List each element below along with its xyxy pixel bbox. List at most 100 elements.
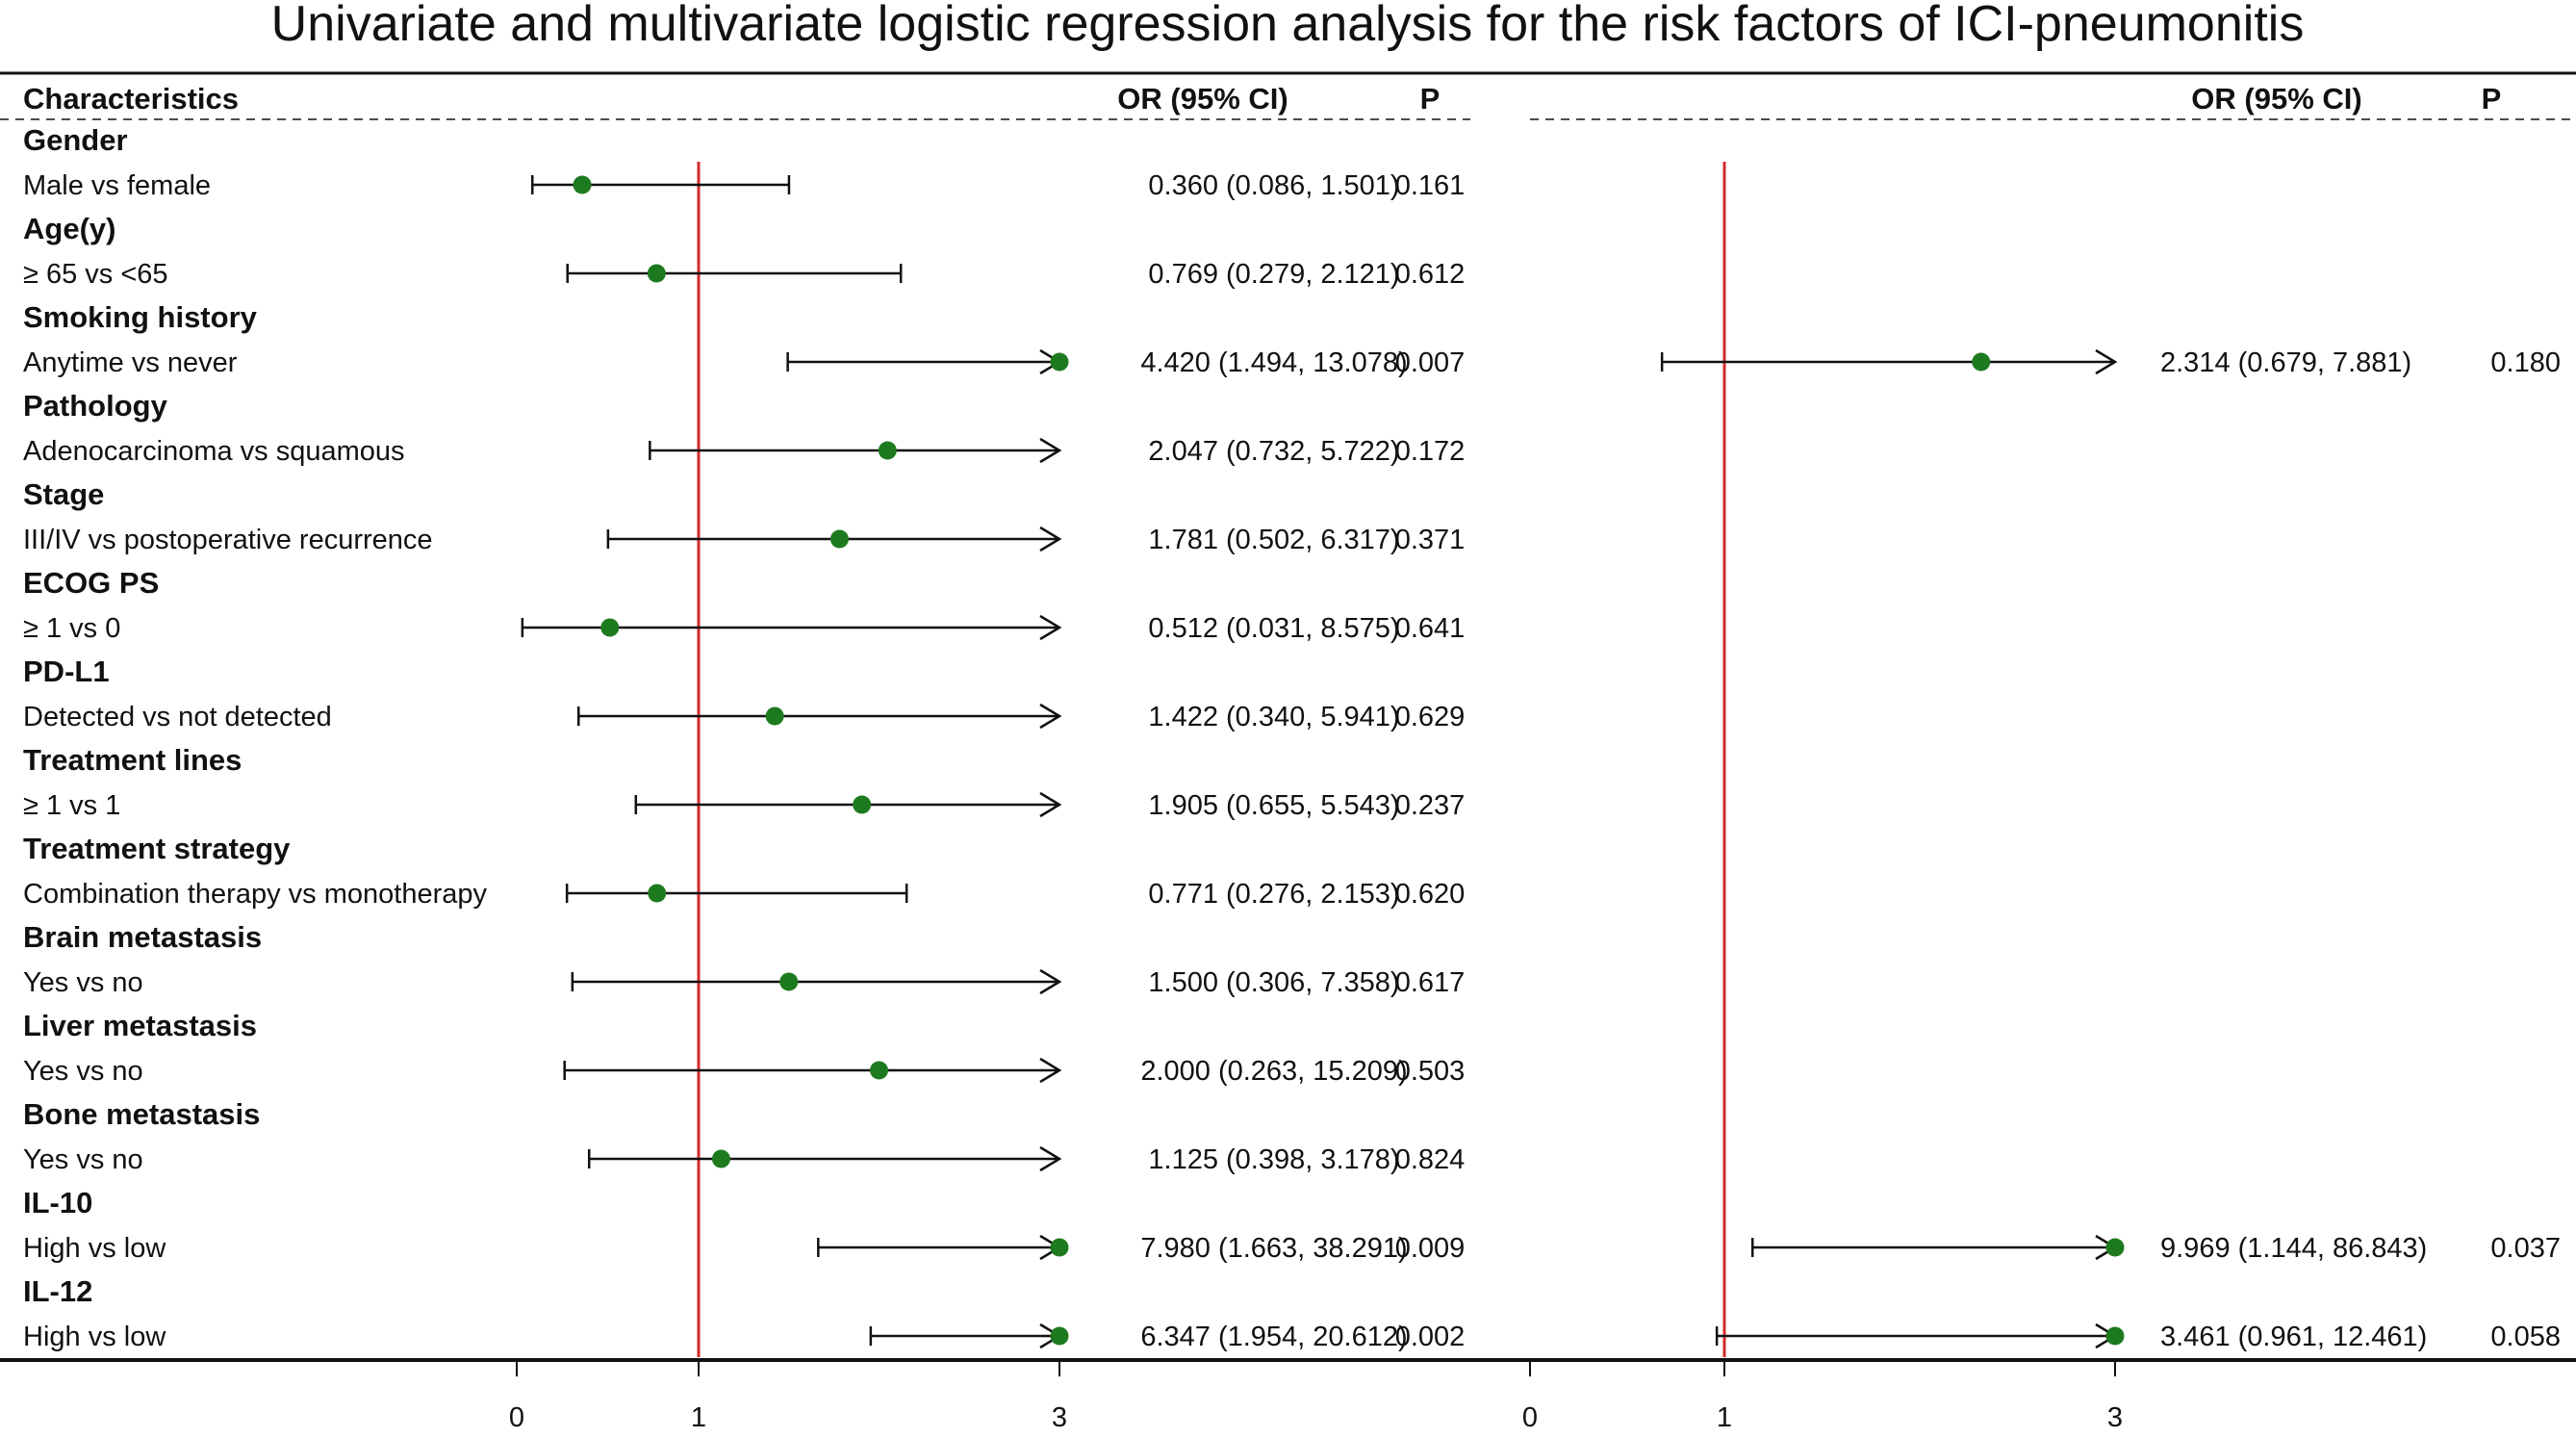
group-name-smoking-history: Smoking history [23,300,258,334]
axis-tick-label: 3 [1052,1402,1067,1433]
or-ci-text-univariate-treatment-strategy: 0.771 (0.276, 2.153) [1148,879,1399,910]
group-name-brain-metastasis: Brain metastasis [23,920,262,954]
axis-tick-label: 3 [2107,1402,2123,1433]
or-ci-text-univariate-age-y: 0.769 (0.279, 2.121) [1148,259,1399,290]
or-point-univariate-gender [573,175,592,194]
ci-upper-arrow-univariate-brain-metastasis [1039,968,1062,995]
ci-upper-arrow-multivariate-smoking-history [2095,348,2118,375]
or-ci-text-univariate-il-12: 6.347 (1.954, 20.612) [1140,1322,1407,1352]
or-point-univariate-brain-metastasis [779,972,799,991]
or-ci-text-univariate-bone-metastasis: 1.125 (0.398, 3.178) [1148,1144,1399,1175]
or-point-univariate-treatment-strategy [648,884,667,903]
or-ci-text-univariate-smoking-history: 4.420 (1.494, 13.078) [1140,347,1407,378]
or-point-univariate-ecog-ps [600,618,620,637]
p-value-univariate-ecog-ps: 0.641 [1395,613,1466,644]
subgroup-label-il-12: High vs low [23,1322,166,1352]
subgroup-label-bone-metastasis: Yes vs no [23,1144,143,1175]
p-value-univariate-treatment-strategy: 0.620 [1395,879,1466,910]
or-point-multivariate-il-10 [2105,1238,2125,1257]
p-value-univariate-age-y: 0.612 [1395,259,1466,290]
or-point-univariate-age-y [647,264,666,283]
subgroup-label-gender: Male vs female [23,170,211,201]
or-ci-text-univariate-pd-l1: 1.422 (0.340, 5.941) [1148,702,1399,732]
or-point-univariate-bone-metastasis [711,1149,730,1168]
p-value-multivariate-smoking-history: 0.180 [2490,347,2561,378]
subgroup-label-treatment-strategy: Combination therapy vs monotherapy [23,879,487,910]
subgroup-label-treatment-lines: ≥ 1 vs 1 [23,790,120,821]
p-value-univariate-stage: 0.371 [1395,525,1466,555]
group-name-gender: Gender [23,123,128,157]
subgroup-label-il-10: High vs low [23,1233,166,1264]
or-ci-text-univariate-treatment-lines: 1.905 (0.655, 5.543) [1148,790,1399,821]
group-name-il-12: IL-12 [23,1274,92,1308]
subgroup-label-pd-l1: Detected vs not detected [23,702,332,732]
group-name-bone-metastasis: Bone metastasis [23,1097,260,1131]
or-point-univariate-liver-metastasis [870,1061,888,1080]
or-point-univariate-pathology [878,441,897,460]
or-ci-text-univariate-brain-metastasis: 1.500 (0.306, 7.358) [1148,967,1399,998]
header-or-ci-left: OR (95% CI) [1117,82,1288,116]
or-point-univariate-stage [829,529,849,549]
p-value-multivariate-il-10: 0.037 [2490,1233,2561,1264]
group-name-treatment-strategy: Treatment strategy [23,832,291,865]
group-name-il-10: IL-10 [23,1186,92,1220]
ci-upper-arrow-univariate-ecog-ps [1039,614,1062,641]
p-value-univariate-brain-metastasis: 0.617 [1395,967,1466,998]
subgroup-label-age-y: ≥ 65 vs <65 [23,259,168,290]
or-ci-text-univariate-gender: 0.360 (0.086, 1.501) [1148,170,1399,201]
header-or-ci-right: OR (95% CI) [2191,82,2361,116]
or-point-univariate-pd-l1 [765,706,784,726]
or-point-multivariate-smoking-history [1972,352,1991,372]
or-point-univariate-smoking-history [1050,352,1069,372]
ci-upper-arrow-univariate-liver-metastasis [1039,1057,1062,1084]
or-point-univariate-il-10 [1050,1238,1069,1257]
group-name-stage: Stage [23,477,104,511]
or-point-multivariate-il-12 [2105,1326,2125,1346]
group-name-pathology: Pathology [23,389,168,423]
header-p-left: P [1420,82,1441,116]
ci-upper-arrow-univariate-treatment-lines [1039,791,1062,818]
axis-tick-label: 0 [509,1402,524,1433]
p-value-univariate-smoking-history: 0.007 [1395,347,1466,378]
subgroup-label-ecog-ps: ≥ 1 vs 0 [23,613,120,644]
subgroup-label-smoking-history: Anytime vs never [23,347,238,378]
group-name-treatment-lines: Treatment lines [23,743,242,777]
ci-upper-arrow-univariate-pathology [1039,437,1062,464]
p-value-univariate-gender: 0.161 [1395,170,1466,201]
group-name-age-y: Age(y) [23,212,115,245]
p-value-univariate-pathology: 0.172 [1395,436,1466,467]
ci-upper-arrow-univariate-pd-l1 [1039,703,1062,730]
p-value-univariate-bone-metastasis: 0.824 [1395,1144,1466,1175]
or-point-univariate-il-12 [1050,1326,1069,1346]
or-ci-text-univariate-pathology: 2.047 (0.732, 5.722) [1148,436,1399,467]
axis-tick-label: 1 [691,1402,706,1433]
header-characteristics: Characteristics [23,82,239,116]
table-text: Characteristics OR (95% CI) P OR (95% CI) P 0… [23,82,2561,1433]
chart-title: Univariate and multivariate logistic reg… [271,0,2305,52]
subgroup-label-liver-metastasis: Yes vs no [23,1056,143,1087]
or-point-univariate-treatment-lines [853,795,872,814]
group-name-ecog-ps: ECOG PS [23,566,159,600]
p-value-univariate-il-10: 0.009 [1395,1233,1466,1264]
p-value-univariate-pd-l1: 0.629 [1395,702,1466,732]
ci-upper-arrow-univariate-stage [1039,526,1062,552]
axis-tick-label: 1 [1717,1402,1732,1433]
subgroup-label-pathology: Adenocarcinoma vs squamous [23,436,405,467]
axis-tick-label: 0 [1522,1402,1538,1433]
header-p-right: P [2482,82,2502,116]
or-ci-text-multivariate-il-10: 9.969 (1.144, 86.843) [2160,1233,2427,1264]
ci-upper-arrow-univariate-bone-metastasis [1039,1145,1062,1172]
group-name-liver-metastasis: Liver metastasis [23,1009,257,1042]
or-ci-text-multivariate-smoking-history: 2.314 (0.679, 7.881) [2160,347,2411,378]
subgroup-label-stage: III/IV vs postoperative recurrence [23,525,433,555]
p-value-univariate-treatment-lines: 0.237 [1395,790,1466,821]
or-ci-text-univariate-liver-metastasis: 2.000 (0.263, 15.209) [1140,1056,1407,1087]
subgroup-label-brain-metastasis: Yes vs no [23,967,143,998]
p-value-univariate-liver-metastasis: 0.503 [1395,1056,1466,1087]
or-ci-text-univariate-ecog-ps: 0.512 (0.031, 8.575) [1148,613,1399,644]
or-ci-text-univariate-il-10: 7.980 (1.663, 38.291) [1140,1233,1407,1264]
group-name-pd-l1: PD-L1 [23,655,110,688]
or-ci-text-univariate-stage: 1.781 (0.502, 6.317) [1148,525,1399,555]
